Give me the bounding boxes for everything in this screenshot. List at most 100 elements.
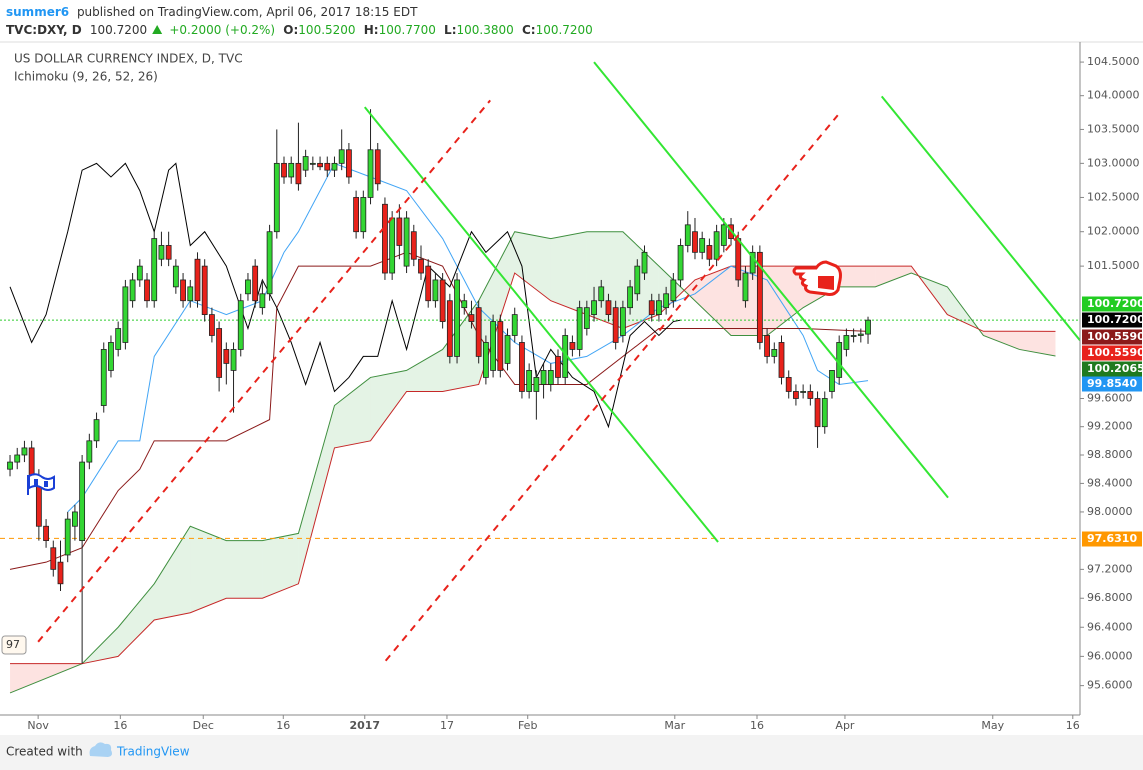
x-tick-label: Nov [27,719,49,732]
ohlc-label: L: [444,23,456,37]
price-label-box [1082,312,1142,328]
candle-body [209,314,215,336]
candle-body [656,300,662,316]
x-tick-label: Mar [664,719,685,732]
y-tick-label: 101.5000 [1087,259,1140,272]
cloud-fill [1019,331,1056,356]
footer-bar [0,735,1143,770]
tradingview-logo[interactable] [89,742,112,757]
candle-body [353,197,360,233]
footer-brand[interactable]: TradingView [116,745,190,759]
price-label: 100.7200 [1087,297,1143,310]
candle-body [302,156,309,171]
candle-body [64,518,71,556]
candle-body [57,561,64,585]
candle-body [490,321,496,371]
price-label: 99.8540 [1087,377,1137,390]
candle-body [273,162,280,233]
candle-body [591,300,597,316]
candle-body [338,149,345,164]
candle-body [764,335,770,357]
candle-body [115,328,122,350]
candle-body [735,238,742,281]
candle-body [526,370,533,392]
candle-body [324,162,331,171]
candle-body [742,272,749,302]
x-tick-label: 2017 [349,719,380,732]
candle-body [136,265,143,281]
candle-body [511,314,518,336]
candle-body [547,370,554,385]
header-line-2: TVC:DXY, D 100.7200 +0.2000 (+0.2%) O:10… [6,23,593,37]
candle-body [634,265,641,295]
candle-body [259,293,266,309]
candle-body [317,162,323,168]
ohlc-value: 100.7200 [536,23,593,37]
candle-body [713,231,720,260]
candle-body [519,342,525,392]
ohlc-label: H: [364,23,379,37]
candle-body [641,251,648,274]
x-tick-label: 16 [1066,719,1080,732]
price-label-box [1082,345,1142,361]
candle-body [627,286,633,309]
candle-body [187,286,194,302]
candle-body [223,349,230,364]
candle-body [439,279,446,322]
left-price-tag [1,635,27,655]
y-tick-label: 104.5000 [1087,55,1140,68]
candle-body [410,231,417,260]
y-tick-label: 99.6000 [1087,391,1133,404]
cloud-fill [226,540,263,599]
candle-body [648,300,655,316]
candle-body [756,251,763,343]
candle-body [360,197,367,233]
y-tick-label: 102.5000 [1087,190,1140,203]
candle-body [583,307,590,329]
candle-body [151,238,158,302]
y-tick-label: 97.2000 [1087,562,1133,575]
candle-body [482,342,489,378]
candle-body [79,461,86,541]
ichimoku-line [9,251,869,570]
candle-body [194,258,201,302]
x-tick-label: 16 [276,719,290,732]
trend-line [384,114,839,662]
candle-body [108,342,114,371]
y-tick-label: 99.2000 [1087,420,1133,433]
candle-body [793,391,799,399]
x-tick-label: Dec [193,719,214,732]
trend-line [37,99,491,643]
trend-line [880,95,1080,341]
y-tick-label: 102.0000 [1087,225,1140,238]
chart-title: US DOLLAR CURRENCY INDEX, D, TVC [14,52,243,66]
cloud-fill [154,526,191,620]
y-tick-label: 103.5000 [1087,122,1140,135]
candle-body [865,319,871,335]
candle-body [461,300,468,309]
ohlc-value: 100.3800 [457,23,514,37]
y-tick-label: 103.0000 [1087,156,1140,169]
y-tick-label: 104.0000 [1087,89,1140,102]
candle-body [821,398,828,428]
published: published on TradingView.com, April 06, … [77,5,418,19]
candle-body [295,162,302,185]
y-tick-label: 95.6000 [1087,679,1133,692]
cloud-fill [875,266,912,287]
candle-body [21,447,28,456]
candle-body [288,162,295,178]
ohlc-value: 100.5200 [298,23,355,37]
y-tick-label: 96.0000 [1087,649,1133,662]
cloud-fill [767,266,804,336]
flag-icon [27,473,55,495]
ohlc-label: O: [283,23,298,37]
author[interactable]: summer6 [6,5,69,19]
candle-body [576,307,583,350]
price-label-box [1082,296,1142,312]
header-line-1: summer6 published on TradingView.com, Ap… [6,5,418,19]
candle-body [454,279,460,357]
candle-body [605,300,612,316]
cloud-fill [298,405,335,584]
